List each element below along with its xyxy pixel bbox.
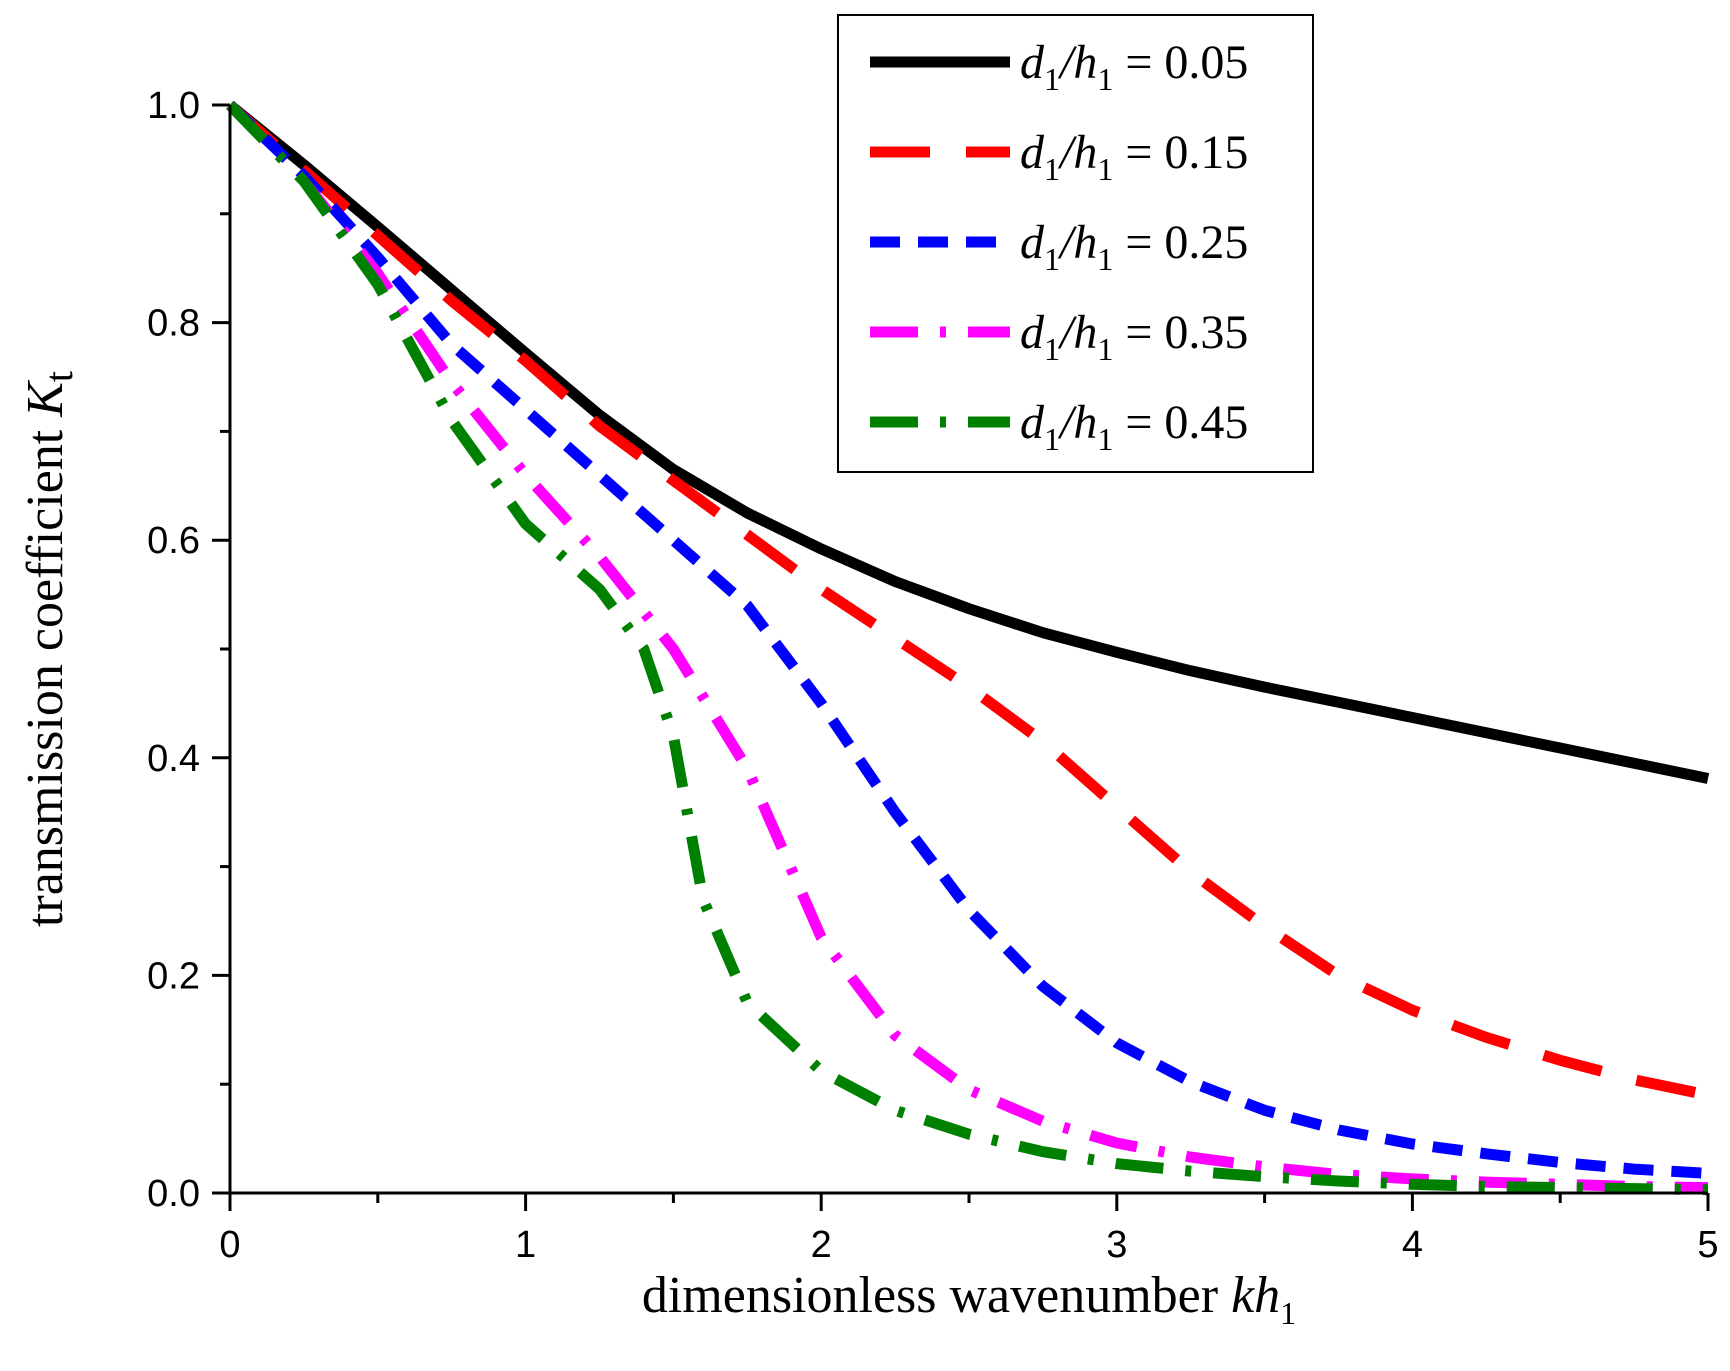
series-line-1 xyxy=(226,100,1710,784)
legend-item: d1/h1 = 0.25 xyxy=(870,216,1248,277)
legend-item: d1/h1 = 0.15 xyxy=(870,126,1248,187)
legend-label: d1/h1 = 0.45 xyxy=(1020,396,1248,457)
y-axis-title-text: transmission coefficient xyxy=(17,417,74,927)
series-line-3 xyxy=(226,101,1709,1179)
x-tick-label: 1 xyxy=(515,1224,536,1266)
x-tick-label: 2 xyxy=(811,1224,832,1266)
legend: d1/h1 = 0.05 d1/h1 = 0.15 d1/h1 = 0.25 d1/h… xyxy=(837,14,1314,473)
y-tick-label: 0.6 xyxy=(147,520,200,562)
y-tick-label: 0.4 xyxy=(147,738,200,780)
y-axis-title-sub: t xyxy=(36,371,81,382)
legend-box xyxy=(837,14,1314,473)
series-line-5 xyxy=(226,101,1709,1196)
y-tick-label: 0.2 xyxy=(147,955,200,997)
legend-item: d1/h1 = 0.35 xyxy=(870,306,1248,367)
ticks-layer: 0 1 2 3 4 5 0.0 0.2 0.4 0.6 0.8 1.0 xyxy=(147,85,1718,1266)
legend-item: d1/h1 = 0.45 xyxy=(870,396,1248,457)
legend-label: d1/h1 = 0.25 xyxy=(1020,216,1248,277)
x-tick-label: 3 xyxy=(1106,1224,1127,1266)
x-axis-title-sub: 1 xyxy=(1280,1295,1296,1331)
x-axis-title-var: kh xyxy=(1231,1267,1280,1324)
series-line-4 xyxy=(226,101,1709,1194)
y-tick-label: 0.8 xyxy=(147,303,200,345)
legend-label: d1/h1 = 0.35 xyxy=(1020,306,1248,367)
x-tick-label: 5 xyxy=(1697,1224,1718,1266)
y-tick-label: 1.0 xyxy=(147,85,200,127)
x-axis-title: dimensionless wavenumber kh1 xyxy=(642,1267,1296,1331)
x-tick-label: 4 xyxy=(1402,1224,1423,1266)
series-line-2 xyxy=(226,100,1710,1101)
y-axis-title: transmission coefficient Kt xyxy=(17,371,81,927)
series-layer xyxy=(226,100,1710,1196)
y-tick-label: 0.0 xyxy=(147,1173,200,1215)
x-axis-title-text: dimensionless wavenumber xyxy=(642,1267,1231,1324)
y-axis-title-var: K xyxy=(17,380,74,418)
x-tick-label: 0 xyxy=(219,1224,240,1266)
legend-label: d1/h1 = 0.15 xyxy=(1020,126,1248,187)
legend-item: d1/h1 = 0.05 xyxy=(870,36,1248,97)
legend-label: d1/h1 = 0.05 xyxy=(1020,36,1248,97)
